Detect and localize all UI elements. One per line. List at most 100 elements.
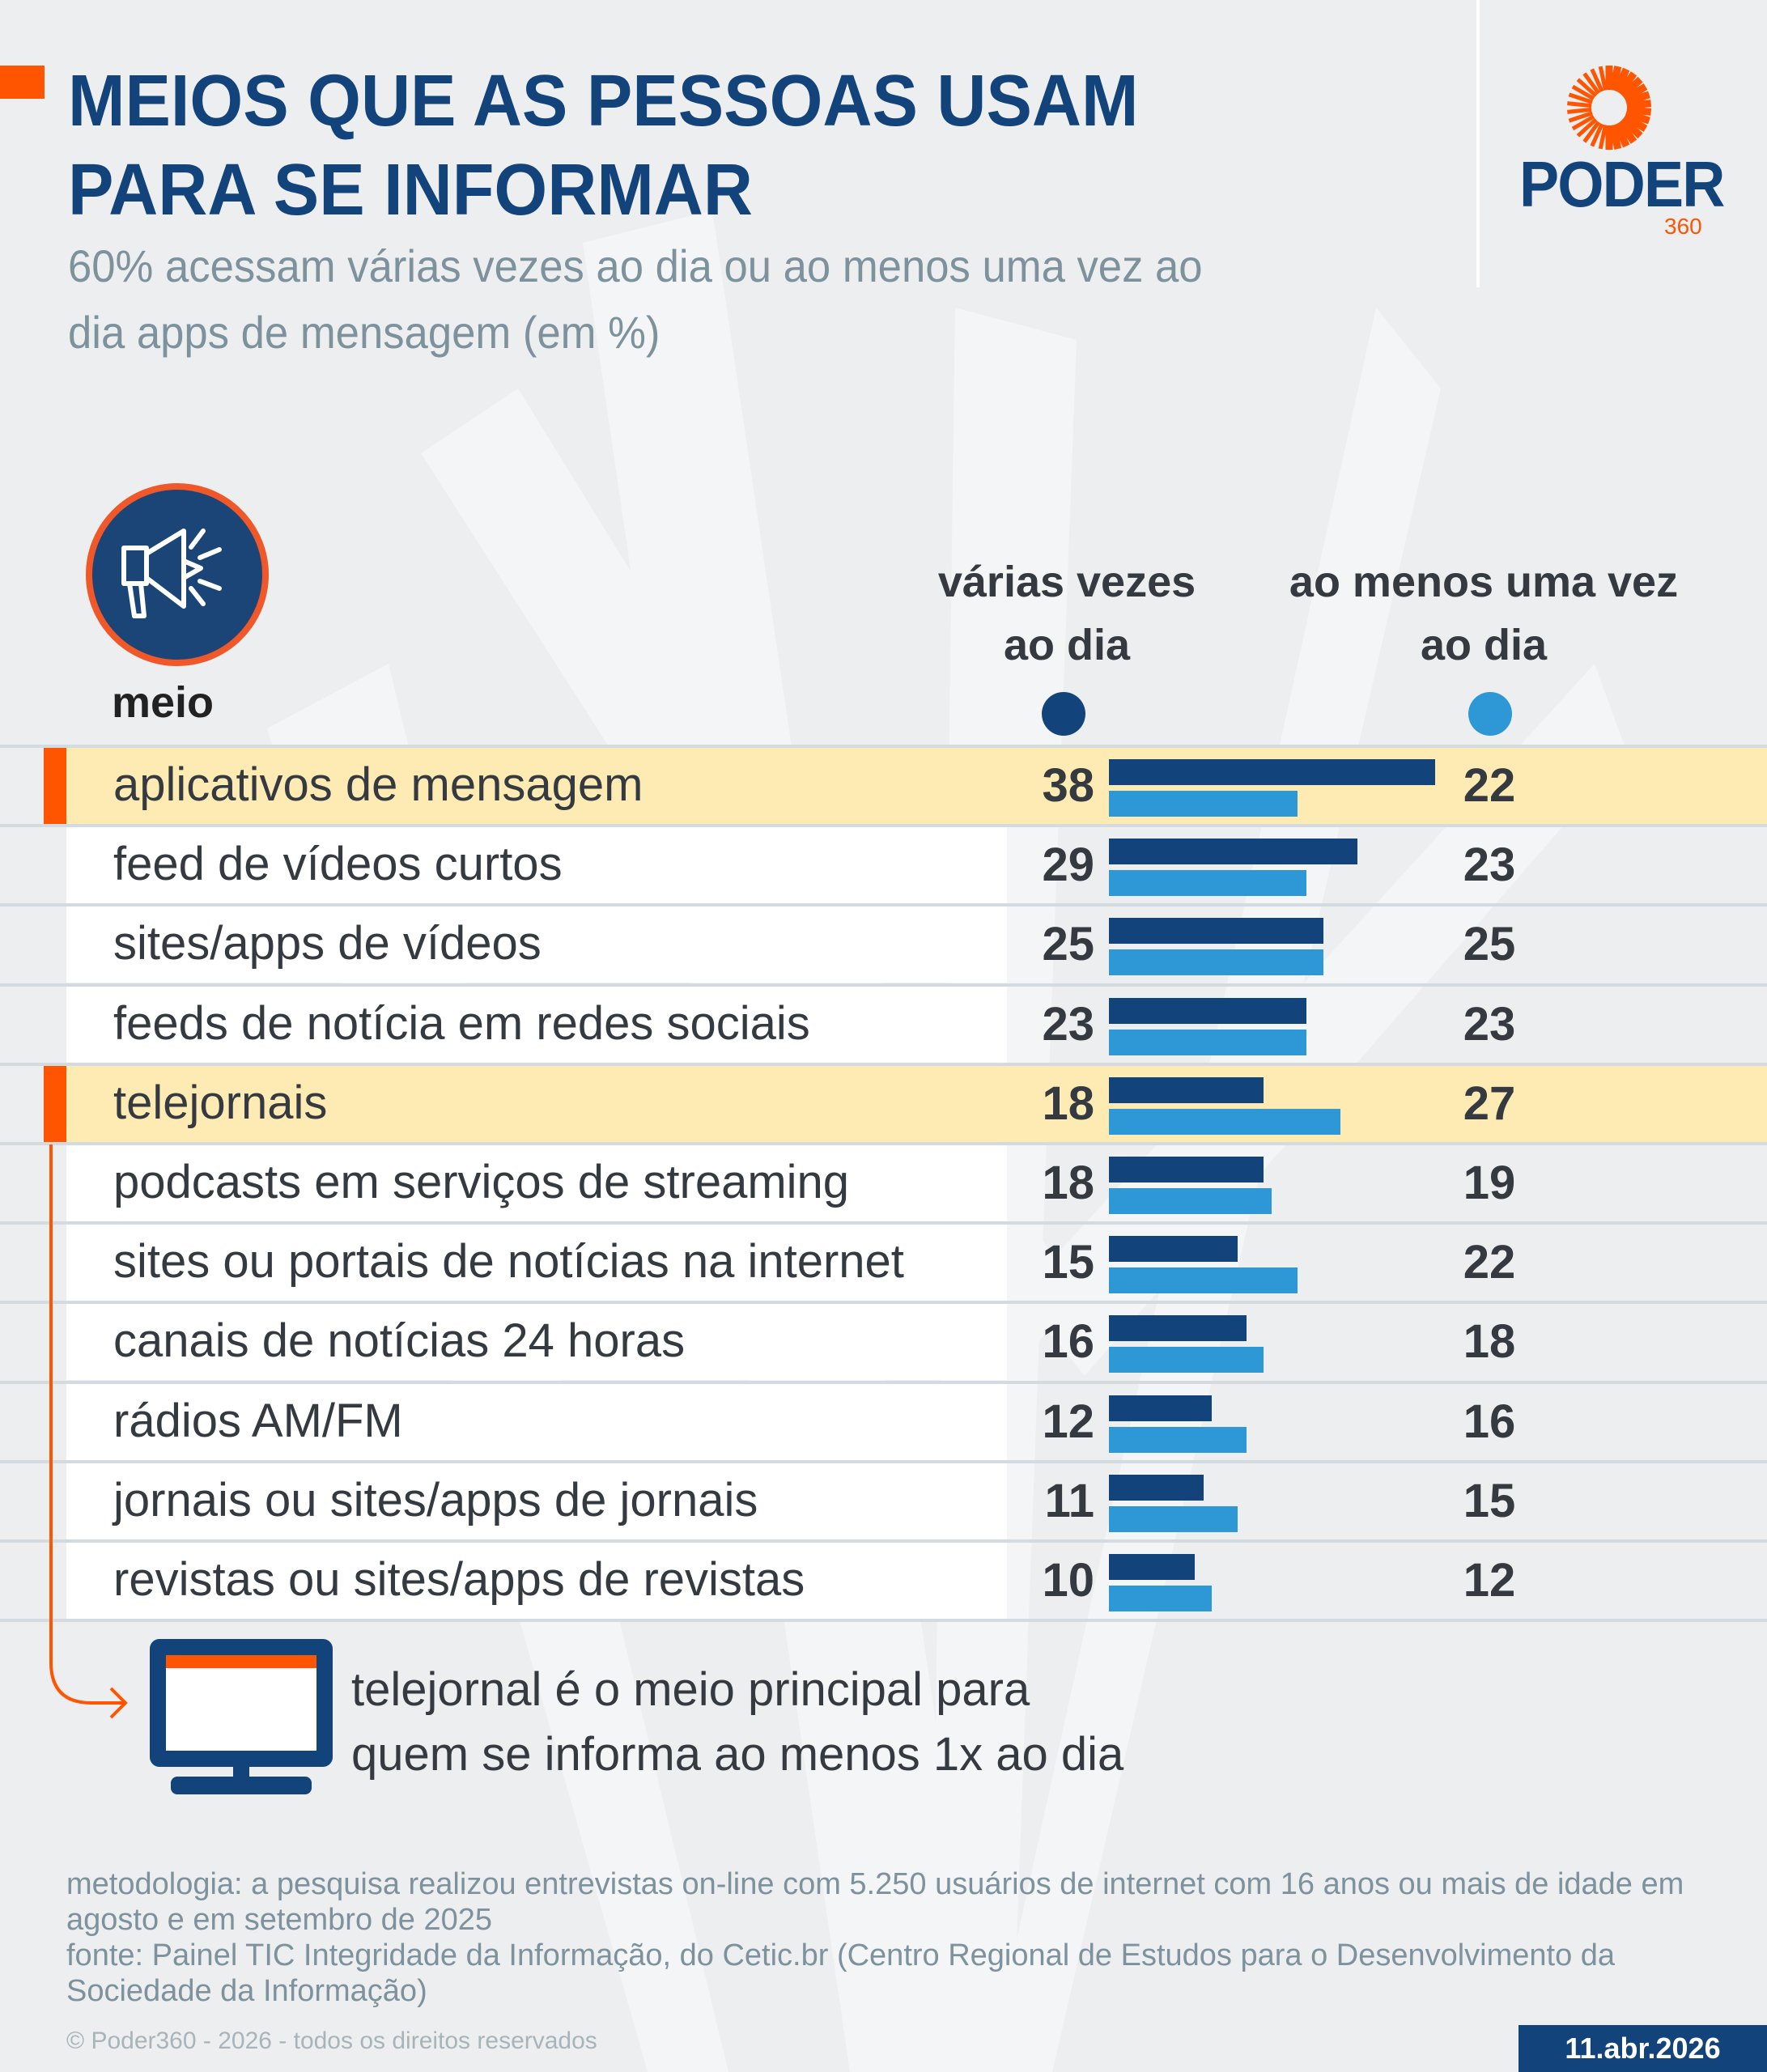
- sun-ray: [1622, 83, 1648, 102]
- value-label-ao-menos-uma-vez: 16: [1463, 1395, 1516, 1448]
- highlight-marker: [44, 748, 66, 824]
- table-row: sites/apps de vídeos 25 25: [0, 903, 1767, 983]
- bar-ao-menos-uma-vez: [1109, 791, 1298, 817]
- bar-varias-vezes: [1109, 918, 1323, 945]
- value-label-varias-vezes: 12: [1042, 1395, 1094, 1448]
- row-label: aplicativos de mensagem: [113, 758, 644, 811]
- row-background: [66, 1383, 1007, 1460]
- value-label-ao-menos-uma-vez: 18: [1463, 1315, 1516, 1369]
- bar-ao-menos-uma-vez: [1109, 1267, 1298, 1294]
- subtitle: 60% acessam várias vezes ao dia ou ao me…: [68, 233, 1377, 366]
- callout-line-1: telejornal é o meio principal para: [351, 1663, 1030, 1716]
- row-background: [66, 1065, 1767, 1142]
- copyright: © Poder360 - 2026 - todos os direitos re…: [66, 2027, 597, 2054]
- sun-ray: [1590, 123, 1604, 147]
- value-label-ao-menos-uma-vez: 22: [1463, 1236, 1516, 1289]
- sun-ray: [1616, 120, 1637, 144]
- row-label: rádios AM/FM: [113, 1394, 403, 1447]
- source-note: fonte: Painel TIC Integridade da Informa…: [66, 1938, 1616, 2008]
- row-background: [66, 1304, 1007, 1381]
- logo-number: 360: [1664, 214, 1702, 239]
- table-row: podcasts em serviços de streaming 18 19: [0, 1142, 1767, 1221]
- value-label-ao-menos-uma-vez: 23: [1463, 839, 1516, 892]
- sun-ray: [1567, 107, 1592, 114]
- title-line-1: MEIOS QUE AS PESSOAS USAM: [68, 61, 1139, 142]
- row-divider: [0, 1459, 1767, 1463]
- bar-ao-menos-uma-vez: [1109, 1586, 1213, 1611]
- sun-ray: [1571, 84, 1595, 101]
- row-divider: [0, 1380, 1767, 1384]
- table-row: rádios AM/FM 12 16: [0, 1380, 1767, 1460]
- row-label: feeds de notícia em redes sociais: [113, 996, 810, 1050]
- title-line-2: PARA SE INFORMAR: [68, 150, 753, 231]
- bar-varias-vezes: [1109, 759, 1435, 785]
- row-background: [66, 1225, 1007, 1301]
- value-label-varias-vezes: 38: [1042, 759, 1094, 812]
- bar-varias-vezes: [1109, 1157, 1264, 1182]
- row-divider: [0, 1301, 1767, 1305]
- sun-ray: [1568, 92, 1593, 104]
- row-label: canais de notícias 24 horas: [113, 1314, 686, 1368]
- highlight-marker: [44, 1065, 66, 1142]
- row-background: [66, 1145, 1007, 1221]
- value-label-varias-vezes: 16: [1042, 1315, 1094, 1369]
- value-label-varias-vezes: 23: [1042, 997, 1094, 1051]
- row-background: [66, 1543, 1007, 1619]
- subtitle-line-2: dia apps de mensagem (em %): [68, 307, 661, 358]
- table-row: sites ou portais de notícias na internet…: [0, 1221, 1767, 1301]
- row-divider: [0, 983, 1767, 987]
- row-label: jornais ou sites/apps de jornais: [113, 1473, 758, 1526]
- bar-ao-menos-uma-vez: [1109, 1347, 1264, 1374]
- value-label-varias-vezes: 10: [1042, 1554, 1094, 1607]
- sun-ray: [1590, 68, 1604, 92]
- value-label-varias-vezes: 25: [1042, 918, 1094, 971]
- row-divider: [0, 1142, 1767, 1145]
- title-marker: [0, 66, 45, 99]
- legend-label-varias-vezes: várias vezes ao dia: [905, 550, 1229, 677]
- value-label-varias-vezes: 15: [1042, 1236, 1094, 1289]
- logo-wordmark: PODER: [1519, 148, 1725, 220]
- value-label-ao-menos-uma-vez: 25: [1463, 918, 1516, 971]
- row-label: podcasts em serviços de streaming: [113, 1156, 850, 1208]
- table-row: feed de vídeos curtos 29 23: [0, 824, 1767, 904]
- value-label-ao-menos-uma-vez: 27: [1463, 1076, 1516, 1130]
- value-label-varias-vezes: 11: [1044, 1474, 1094, 1527]
- sun-ray: [1626, 100, 1652, 110]
- bar-varias-vezes: [1109, 1315, 1247, 1342]
- sun-ray: [1576, 78, 1598, 98]
- value-label-varias-vezes: 29: [1042, 839, 1094, 892]
- bar-varias-vezes: [1109, 1236, 1238, 1263]
- legend-label-line: ao menos uma vez: [1289, 558, 1679, 606]
- row-divider: [0, 1221, 1767, 1225]
- sun-ray: [1598, 124, 1608, 150]
- bar-ao-menos-uma-vez: [1109, 1188, 1272, 1214]
- table-row: telejornais 18 27: [0, 1062, 1767, 1142]
- row-background: [66, 827, 1007, 904]
- sun-ray: [1622, 113, 1648, 132]
- legend-label-line: ao dia: [1003, 621, 1131, 669]
- sun-ray: [1625, 91, 1650, 106]
- header-divider: [1476, 0, 1480, 287]
- row-background: [66, 906, 1007, 983]
- sun-ray: [1598, 66, 1608, 91]
- sun-ray: [1616, 71, 1637, 96]
- bar-ao-menos-uma-vez: [1109, 1108, 1341, 1135]
- value-label-varias-vezes: 18: [1042, 1076, 1094, 1130]
- value-label-ao-menos-uma-vez: 22: [1463, 759, 1516, 812]
- table-row: aplicativos de mensagem 38 22: [0, 745, 1767, 824]
- legend-label-line: várias vezes: [937, 558, 1196, 606]
- bar-varias-vezes: [1109, 997, 1306, 1024]
- television-icon: [150, 1639, 333, 1794]
- date-badge: 11.abr.2026: [1519, 2025, 1767, 2072]
- megaphone-icon: [86, 483, 269, 666]
- sun-ray: [1620, 76, 1643, 99]
- legend-dot-light: [1468, 692, 1512, 736]
- value-label-varias-vezes: 18: [1042, 1157, 1094, 1209]
- sun-ray: [1582, 121, 1601, 143]
- sun-ray: [1571, 114, 1595, 131]
- sun-ray: [1612, 122, 1630, 148]
- row-label: telejornais: [113, 1076, 328, 1129]
- value-label-ao-menos-uma-vez: 15: [1463, 1474, 1516, 1527]
- sun-ray: [1567, 101, 1592, 108]
- sun-ray: [1620, 117, 1643, 139]
